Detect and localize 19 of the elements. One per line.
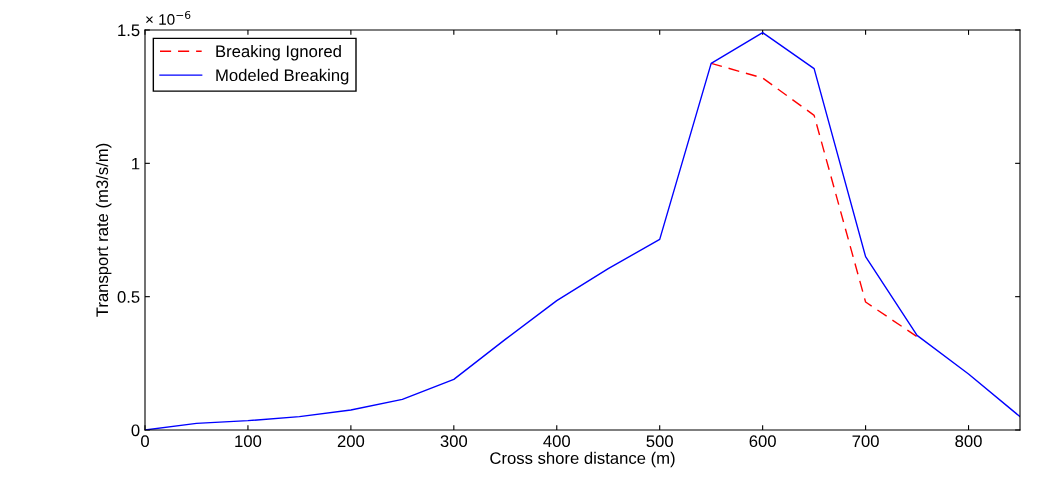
x-tick-label: 600 [749,435,776,448]
line-series [710,62,918,338]
x-tick-label: 100 [235,435,262,448]
x-tick-label: 400 [543,435,571,448]
y-tick-label: 0 [131,424,140,437]
x-tick-label: 700 [852,435,879,448]
x-tick-label: 0 [141,435,149,448]
text: × 10$^{−6}$ [146,10,191,25]
y-tick-label: 1 [132,157,140,170]
legend-label: Modeled Breaking [216,68,349,85]
y-tick-label: 0.5 [117,291,140,303]
legend-label: Breaking Ignored [216,45,341,61]
x-tick-label: 200 [337,435,365,448]
x-tick-label: 300 [440,435,468,448]
x-tick-label: 800 [955,435,982,448]
y-axis-title: Transport rate (m3/s/m) [95,143,112,317]
y-tick-label: 1.5 [118,24,140,37]
x-axis-title: Cross shore distance (m) [490,451,675,468]
x-tick-label: 500 [646,435,673,448]
